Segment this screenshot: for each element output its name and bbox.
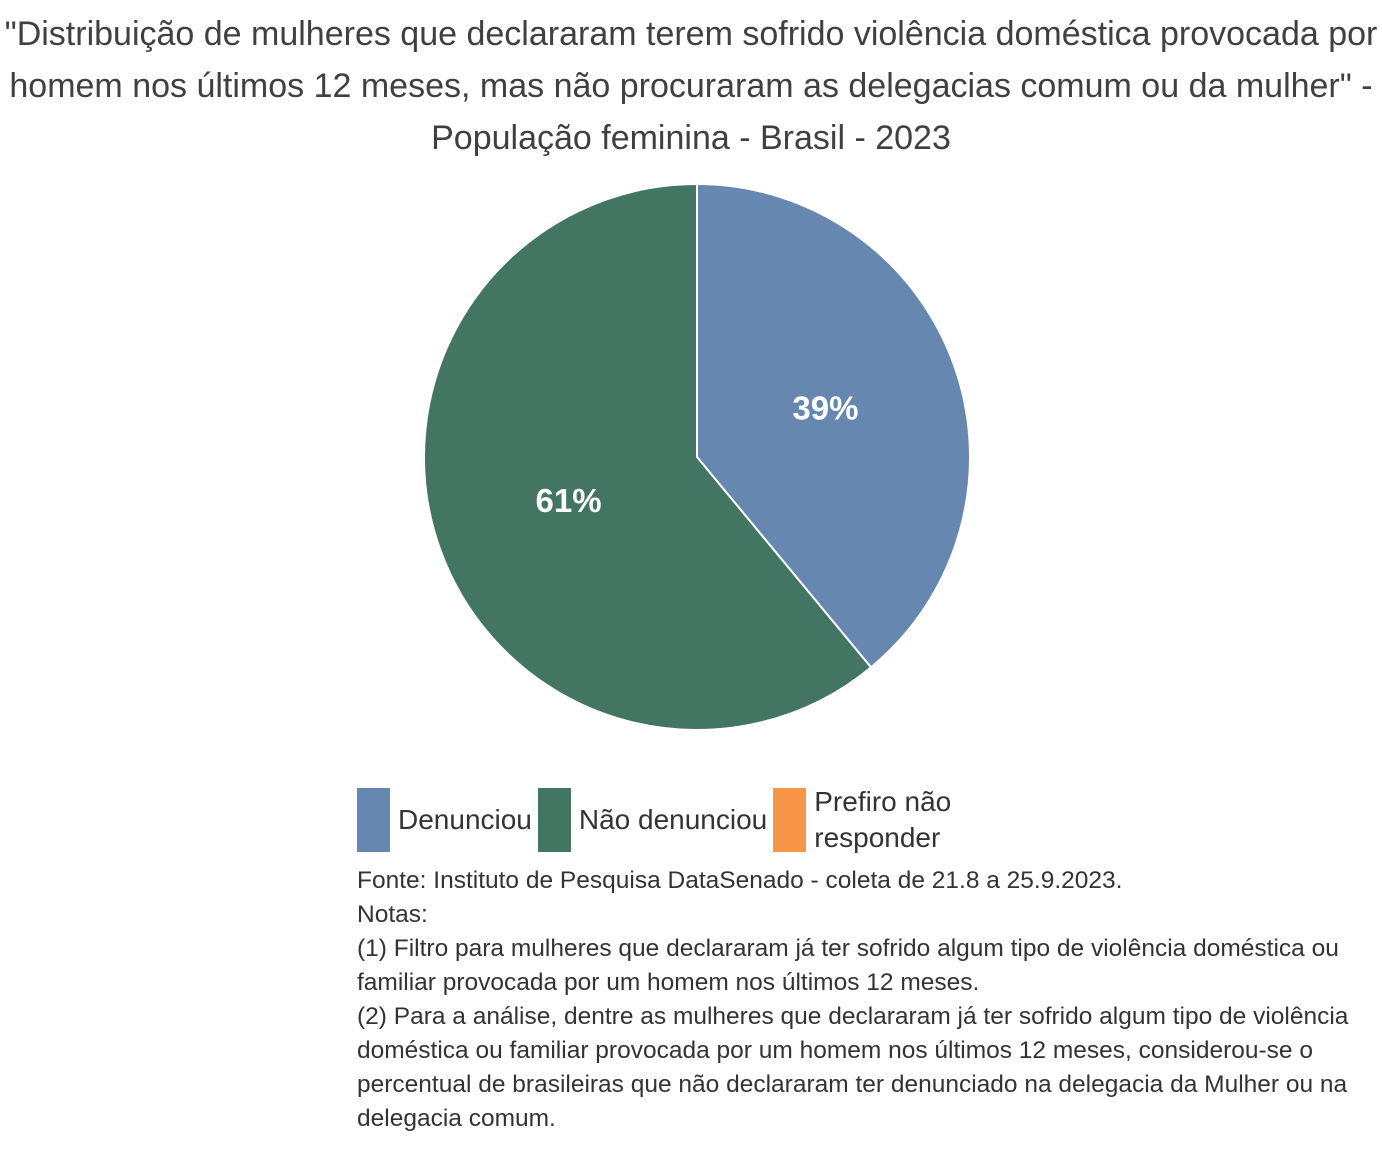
legend: Denunciou Não denunciou Prefiro não respon… — [357, 784, 995, 856]
legend-swatch — [357, 788, 390, 852]
note: Fonte: Instituto de Pesquisa DataSenado … — [357, 867, 1123, 894]
chart-title: "Distribuição de mulheres que declararam… — [4, 15, 1378, 157]
note: (2) Para a análise, dentre as mulheres q… — [357, 1003, 1349, 1132]
pie-slice — [423, 182, 873, 731]
legend-label: Prefiro não responder — [814, 786, 952, 853]
chart: 39% 61% — [423, 182, 971, 731]
data-label: 61% — [536, 482, 602, 519]
legend-swatch — [773, 788, 807, 852]
legend-swatch — [537, 788, 571, 852]
legend-item: Não denunciou — [537, 788, 768, 852]
legend-item: Denunciou — [357, 788, 532, 852]
legend-item: Prefiro não responder — [773, 784, 989, 856]
note: Notas: — [357, 901, 428, 928]
legend-label: Denunciou — [398, 804, 532, 835]
note: (1) Filtro para mulheres que declararam … — [357, 935, 1339, 996]
legend-label: Não denunciou — [578, 804, 768, 835]
notes: Fonte: Instituto de Pesquisa DataSenado … — [357, 864, 1377, 1136]
data-label: 39% — [792, 389, 858, 426]
pie-slice — [696, 182, 971, 669]
